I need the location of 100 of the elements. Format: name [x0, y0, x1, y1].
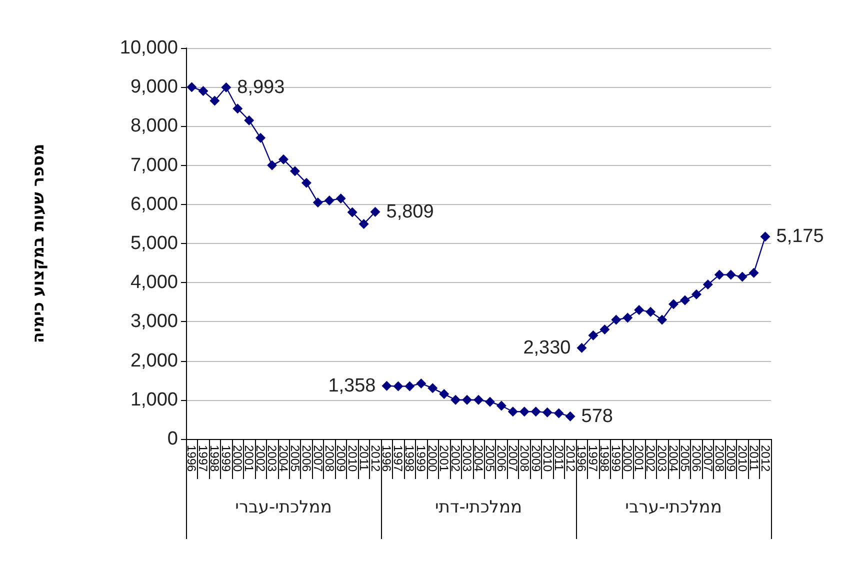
point: [519, 406, 530, 417]
point: [680, 295, 690, 306]
x-tick-label: 1999: [219, 445, 234, 472]
point: [600, 324, 610, 335]
point: [324, 195, 334, 206]
x-tick-label: 2011: [746, 445, 761, 472]
point: [358, 218, 369, 229]
y-tick-label: 6,000: [130, 194, 178, 215]
point: [530, 406, 541, 417]
point: [748, 268, 759, 278]
x-tick-label: 2009: [724, 445, 738, 472]
data-label: 5,175: [776, 226, 824, 248]
x-tick-label: 1997: [586, 445, 600, 472]
y-tick-label: 0: [167, 428, 178, 450]
x-tick-label: 2004: [472, 445, 486, 472]
y-tick-label: 7,000: [130, 154, 178, 176]
point: [256, 132, 266, 143]
x-tick-label: 2008: [322, 445, 336, 472]
point: [668, 299, 678, 310]
x-tick-label: 2006: [299, 445, 314, 472]
x-tick-label: 2006: [689, 445, 704, 472]
point: [474, 394, 484, 405]
point: [484, 396, 495, 407]
x-tick-label: 2010: [735, 445, 750, 472]
x-tick-label: 1998: [598, 445, 612, 472]
point: [428, 383, 438, 394]
point: [554, 408, 564, 418]
point: [737, 272, 748, 282]
text: ממלכתי-ערבי: [625, 498, 722, 518]
x-tick-label: 2000: [230, 445, 245, 472]
y-tick-label: 3,000: [130, 311, 178, 332]
y-tick-label: 4,000: [130, 272, 178, 294]
point: [393, 381, 404, 392]
x-tick-label: 1996: [574, 445, 589, 472]
x-tick-label: 2002: [644, 445, 658, 472]
x-tick-label: 1996: [380, 445, 394, 472]
text: ממלכתי-עברי: [235, 498, 332, 518]
x-tick-label: 2011: [552, 445, 566, 472]
point: [244, 115, 254, 126]
point: [198, 86, 208, 96]
x-tick-label: 2001: [632, 445, 646, 472]
x-tick-label: 1997: [391, 445, 406, 472]
data-label: 2,330: [523, 337, 571, 358]
x-tick-label: 2012: [758, 445, 772, 472]
data-label: 5,809: [386, 201, 434, 222]
point: [186, 82, 197, 92]
point: [588, 330, 598, 340]
text: ממלכתי-דתי: [434, 498, 522, 518]
y-axis-title: מספר שעות במקצוע כימיה: [28, 144, 48, 344]
x-tick-label: 2007: [310, 445, 325, 472]
point: [634, 304, 644, 315]
x-tick-label: 2003: [655, 445, 670, 472]
x-tick-label: 2003: [265, 445, 280, 472]
point: [691, 289, 702, 300]
point: [496, 400, 506, 411]
x-tick-label: 2000: [620, 445, 635, 472]
point: [278, 154, 288, 164]
x-tick-label: 2001: [242, 445, 256, 472]
x-tick-label: 1999: [609, 445, 624, 472]
x-tick-label: 2006: [494, 445, 508, 472]
x-tick-label: 2012: [563, 445, 578, 472]
x-tick-label: 1998: [208, 445, 222, 472]
x-tick-label: 2010: [540, 445, 554, 472]
point: [382, 380, 392, 391]
y-tick-label: 10,000: [120, 38, 178, 58]
x-tick-label: 2011: [356, 445, 371, 472]
point: [657, 314, 668, 325]
point: [439, 389, 450, 400]
x-tick-label: 2003: [460, 445, 474, 472]
point: [726, 270, 736, 280]
x-tick-label: 2002: [254, 445, 268, 472]
x-tick-label: 2000: [426, 445, 440, 472]
point: [646, 306, 656, 317]
x-tick-label: 2010: [345, 445, 360, 472]
y-tick-label: 8,000: [130, 116, 178, 137]
x-tick-label: 2004: [276, 445, 290, 472]
y-tick-label: 1,000: [130, 389, 178, 410]
y-tick-label: 9,000: [130, 76, 178, 98]
point: [542, 407, 552, 418]
point: [336, 194, 346, 204]
point: [714, 270, 724, 280]
point: [565, 411, 576, 422]
point: [232, 104, 243, 114]
point: [576, 342, 587, 353]
x-tick-label: 1997: [196, 445, 210, 472]
data-label: 8,993: [237, 76, 285, 98]
point: [760, 232, 770, 242]
x-tick-label: 1999: [414, 445, 428, 472]
x-tick-label: 2009: [334, 445, 348, 472]
point: [462, 394, 472, 405]
point: [416, 378, 426, 388]
point: [450, 394, 461, 405]
point: [221, 82, 232, 92]
point: [508, 406, 518, 417]
point: [622, 312, 633, 323]
x-tick-label: 2008: [517, 445, 532, 472]
point: [290, 166, 300, 176]
x-tick-label: 2004: [666, 445, 680, 472]
x-tick-label: 1998: [402, 445, 417, 472]
point: [267, 160, 278, 170]
